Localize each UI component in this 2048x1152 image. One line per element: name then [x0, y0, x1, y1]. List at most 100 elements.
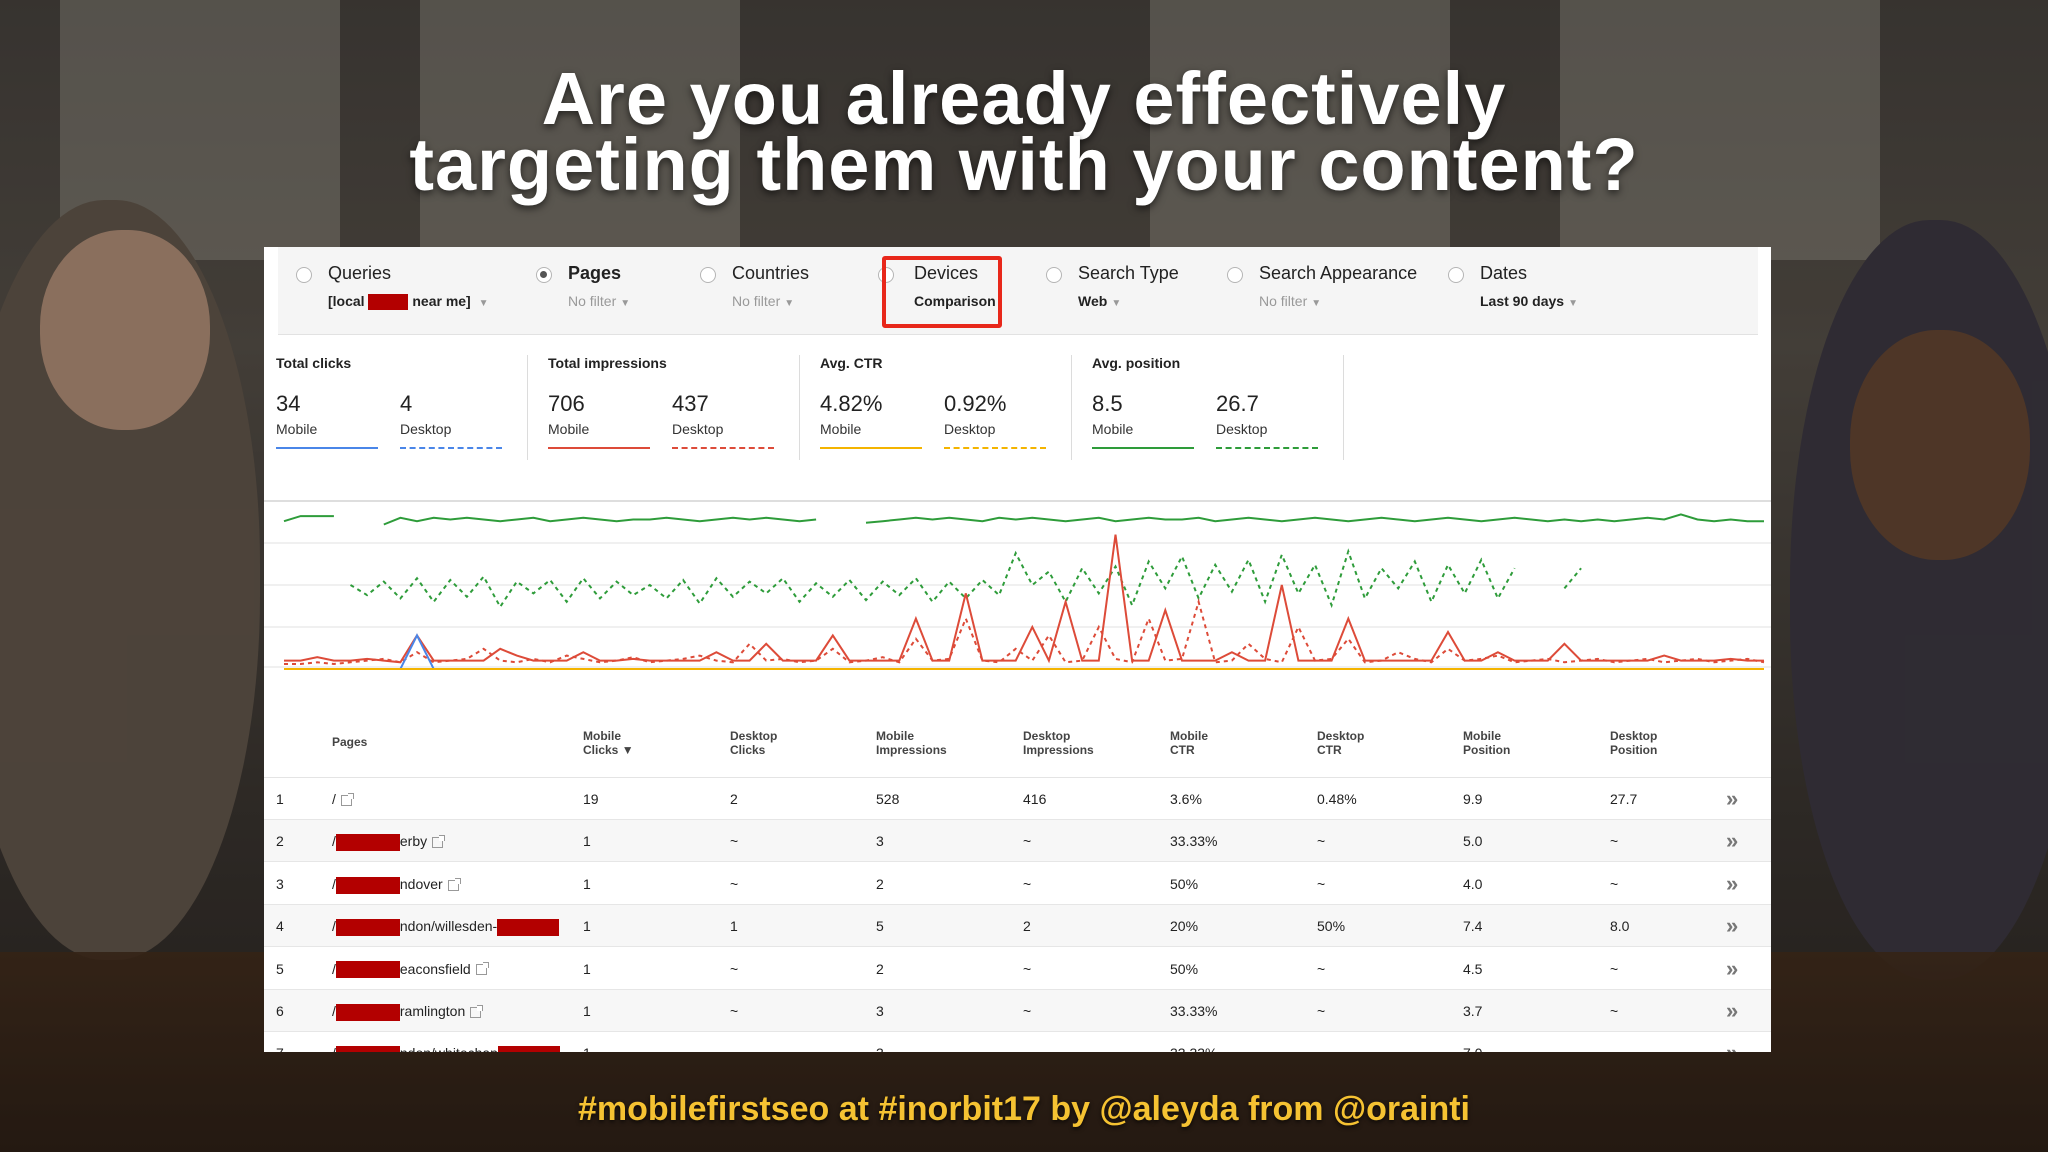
external-link-icon[interactable]	[432, 835, 446, 849]
col-header-mobile-clicks[interactable]: Mobile Clicks ▼	[583, 729, 634, 757]
row-number: 1	[276, 791, 284, 807]
filter-countries-value[interactable]: No filter ▼	[732, 293, 794, 309]
cell-mc: 1	[583, 918, 591, 935]
filter-dates-value[interactable]: Last 90 days ▼	[1480, 293, 1578, 309]
col-header-line: Desktop	[730, 729, 778, 743]
caret-down-icon: ▼	[620, 298, 631, 309]
cell-dc: ~	[730, 875, 739, 892]
table-row[interactable]: 5 / eaconsfield 1 ~2 ~50% ~4.5 ~ »	[264, 948, 1771, 990]
radio-queries[interactable]	[296, 267, 312, 283]
metric-total-impressions[interactable]: Total impressions 706 Mobile 437 Desktop	[548, 355, 800, 460]
cell-mp: 7.0	[1463, 1045, 1482, 1052]
metric-device: Desktop	[672, 421, 724, 437]
performance-chart[interactable]	[264, 497, 1771, 687]
headline-line-2: targeting them with your content?	[409, 123, 1639, 206]
cell-di: 416	[1023, 791, 1047, 807]
caret-down-icon: ▼	[1311, 298, 1322, 309]
metric-device: Desktop	[400, 421, 452, 437]
legend-line-dashed	[400, 447, 502, 449]
cell-dctr: 50%	[1317, 918, 1346, 935]
radio-countries[interactable]	[700, 267, 716, 283]
double-chevron-right-icon[interactable]: »	[1726, 998, 1739, 1023]
external-link-icon[interactable]	[475, 962, 489, 976]
filter-pages-value[interactable]: No filter ▼	[568, 293, 630, 309]
table-row[interactable]: 1 / 19 2 528 416 3.6% 0.48% 9.9 27.7 »	[264, 778, 1771, 820]
double-chevron-right-icon[interactable]: »	[1726, 913, 1739, 939]
filter-dates-label: Dates	[1480, 263, 1528, 283]
metric-desktop: 437 Desktop	[672, 391, 774, 449]
metric-avg-ctr[interactable]: Avg. CTR 4.82% Mobile 0.92% Desktop	[820, 355, 1072, 460]
col-header-desktop-ctr[interactable]: Desktop CTR	[1317, 729, 1364, 757]
page-link[interactable]: / ndon/whitechap	[332, 1045, 560, 1052]
metric-value: 34	[276, 391, 301, 416]
radio-dates[interactable]	[1448, 267, 1464, 283]
double-chevron-right-icon[interactable]: »	[1726, 870, 1739, 896]
col-header-line: Clicks ▼	[583, 743, 634, 757]
external-link-icon[interactable]	[340, 792, 354, 806]
cell-mp: 3.7	[1463, 1003, 1483, 1019]
redaction-block	[335, 1003, 400, 1021]
radio-pages[interactable]	[536, 267, 552, 283]
col-header-line: Desktop	[1610, 729, 1658, 743]
cell-mi: 5	[876, 918, 884, 935]
metric-value: 8.5	[1092, 391, 1123, 416]
table-row[interactable]: 2 / erby 1 ~3 ~33.33% ~5.0 ~ »	[264, 820, 1771, 863]
radio-search-type[interactable]	[1046, 267, 1062, 283]
filter-devices-value[interactable]: Comparison	[914, 293, 996, 309]
col-header-desktop-position[interactable]: Desktop Position	[1610, 729, 1657, 757]
radio-search-appearance[interactable]	[1227, 267, 1243, 283]
table-row[interactable]: 3 / ndover 1 ~2 ~50% ~4.0 ~ »	[264, 863, 1771, 905]
background-window	[1560, 0, 1880, 260]
col-header-desktop-clicks[interactable]: Desktop Clicks	[730, 729, 777, 757]
row-number: 3	[276, 875, 284, 892]
filter-devices-value-text: Comparison	[914, 293, 996, 309]
metric-value: 437	[672, 391, 709, 416]
col-header-line: Mobile	[1463, 729, 1501, 743]
page-link[interactable]: /	[332, 791, 354, 807]
double-chevron-right-icon[interactable]: »	[1726, 1040, 1738, 1052]
double-chevron-right-icon[interactable]: »	[1726, 786, 1739, 811]
cell-mi: 3	[876, 1045, 884, 1052]
row-number: 7	[276, 1045, 284, 1052]
footer-hashtag: #mobilefirstseo at #inorbit17 by @aleyda…	[578, 1090, 1470, 1128]
cell-dp: ~	[1610, 1045, 1618, 1052]
col-header-line: Position	[1463, 743, 1511, 757]
page-link[interactable]: / ramlington	[332, 1003, 484, 1021]
redaction-block	[335, 961, 400, 979]
external-link-icon[interactable]	[470, 1004, 484, 1018]
filter-queries-value[interactable]: [local near me] ▼	[328, 293, 489, 311]
filter-search-type-label: Search Type	[1078, 263, 1179, 283]
redaction-block	[335, 1046, 400, 1052]
table-row[interactable]: 6 / ramlington 1 ~3 ~33.33% ~3.7 ~ »	[264, 990, 1771, 1032]
cell-dp: ~	[1610, 875, 1619, 892]
double-chevron-right-icon[interactable]: »	[1726, 955, 1739, 981]
metric-value: 26.7	[1216, 391, 1259, 416]
metric-total-clicks[interactable]: Total clicks 34 Mobile 4 Desktop	[276, 355, 528, 460]
external-link-icon[interactable]	[447, 877, 461, 891]
col-header-mobile-impressions[interactable]: Mobile Impressions	[876, 729, 947, 757]
table-row[interactable]: 7 / ndon/whitechap 1 ~3 ~33.33% ~7.0 ~ »	[264, 1032, 1771, 1052]
double-chevron-right-icon[interactable]: »	[1726, 828, 1739, 854]
page-link[interactable]: / erby	[332, 833, 446, 852]
page-link[interactable]: / ndover	[332, 876, 461, 894]
col-header-desktop-impressions[interactable]: Desktop Impressions	[1023, 729, 1094, 757]
filter-queries-label: Queries	[328, 263, 392, 283]
background-window	[1150, 0, 1450, 260]
cell-di: ~	[1023, 833, 1032, 850]
metric-avg-position[interactable]: Avg. position 8.5 Mobile 26.7 Desktop	[1092, 355, 1344, 460]
table-row[interactable]: 4 / ndon/willesden- 1 1 5 2 20% 50% 7.4 8.0 »	[264, 905, 1771, 948]
filter-search-type-value[interactable]: Web ▼	[1078, 293, 1121, 309]
cell-mctr: 33.33%	[1170, 1045, 1217, 1052]
filter-search-appearance-value[interactable]: No filter ▼	[1259, 293, 1321, 309]
cell-mctr: 33.33%	[1170, 1003, 1218, 1019]
col-header-line: Mobile	[1170, 729, 1208, 743]
page-link[interactable]: / eaconsfield	[332, 961, 489, 979]
cell-dp: 27.7	[1610, 791, 1638, 807]
col-header-mobile-position[interactable]: Mobile Position	[1463, 729, 1510, 757]
col-header-pages[interactable]: Pages	[332, 735, 367, 749]
cell-mi: 528	[876, 791, 900, 807]
filter-search-type-value-text: Web	[1078, 293, 1108, 309]
page-link[interactable]: / ndon/willesden-	[332, 918, 560, 936]
col-header-mobile-ctr[interactable]: Mobile CTR	[1170, 729, 1208, 757]
headline-line-1: Are you already effectively	[541, 57, 1507, 140]
